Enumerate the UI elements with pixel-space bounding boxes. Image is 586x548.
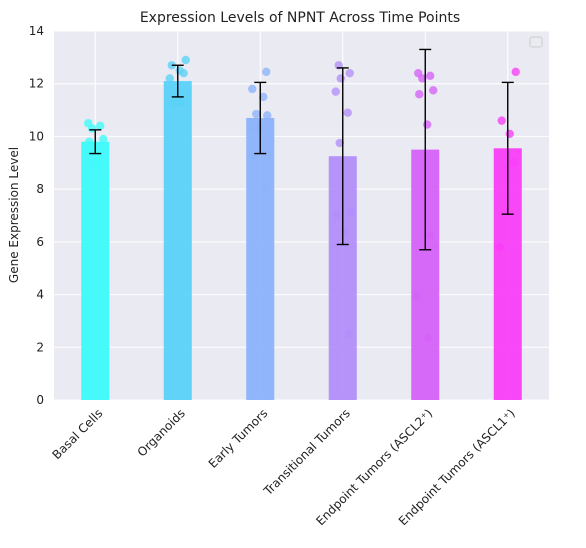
data-point <box>497 116 506 125</box>
y-axis-label: Gene Expression Level <box>7 147 21 283</box>
data-point <box>336 74 345 83</box>
data-point <box>509 158 518 167</box>
data-point <box>181 55 190 65</box>
data-point <box>261 183 270 193</box>
data-point <box>335 138 344 148</box>
y-tick-label: 2 <box>36 340 44 354</box>
data-point <box>249 153 258 162</box>
data-point <box>85 137 94 146</box>
data-point <box>248 84 257 94</box>
x-tick-label: Basal Cells <box>49 406 105 462</box>
data-point <box>252 109 261 119</box>
x-tick-label: Transitional Tumors <box>260 406 353 499</box>
data-point <box>413 291 422 301</box>
data-point <box>345 68 354 78</box>
data-point <box>254 124 263 133</box>
data-point <box>259 92 268 102</box>
bar <box>163 81 192 400</box>
data-point <box>179 68 188 78</box>
data-point <box>176 97 185 107</box>
data-point <box>88 124 97 133</box>
data-point <box>511 67 520 77</box>
legend-box <box>529 36 543 48</box>
data-point <box>343 108 352 117</box>
data-point <box>165 74 174 83</box>
y-tick-labels: 0 2 4 6 8 10 12 14 <box>29 24 44 407</box>
y-tick-label: 14 <box>29 24 44 38</box>
x-tick-label: Early Tumors <box>206 406 271 471</box>
bar <box>81 141 110 400</box>
data-point <box>93 161 102 170</box>
data-point <box>424 333 433 343</box>
data-point <box>340 227 349 236</box>
x-tick-label: Organoids <box>135 406 188 459</box>
data-point <box>427 231 436 240</box>
y-tick-label: 10 <box>29 129 44 143</box>
data-point <box>423 120 432 129</box>
data-point <box>96 121 105 131</box>
data-point <box>344 329 353 339</box>
data-point <box>426 71 435 81</box>
y-tick-label: 6 <box>36 235 44 249</box>
data-point <box>418 74 427 83</box>
plot-area <box>54 31 549 400</box>
y-tick-label: 0 <box>36 393 44 407</box>
data-point <box>262 67 271 77</box>
data-point <box>505 129 514 138</box>
x-tick-labels: Basal Cells Organoids Early TumorsTransiti… <box>49 406 517 528</box>
y-tick-label: 4 <box>36 288 44 302</box>
data-point <box>263 111 272 120</box>
data-point <box>429 86 438 95</box>
data-point <box>495 242 504 252</box>
data-point <box>169 99 178 108</box>
data-point <box>415 90 424 99</box>
data-point <box>331 87 340 96</box>
chart-title: Expression Levels of NPNT Across Time Po… <box>140 10 460 26</box>
y-tick-label: 8 <box>36 182 44 196</box>
error-bars <box>89 48 514 251</box>
data-point <box>346 208 355 218</box>
bar <box>246 117 275 400</box>
y-tick-label: 12 <box>29 77 44 91</box>
data-point <box>332 209 341 219</box>
data-point <box>99 134 108 144</box>
